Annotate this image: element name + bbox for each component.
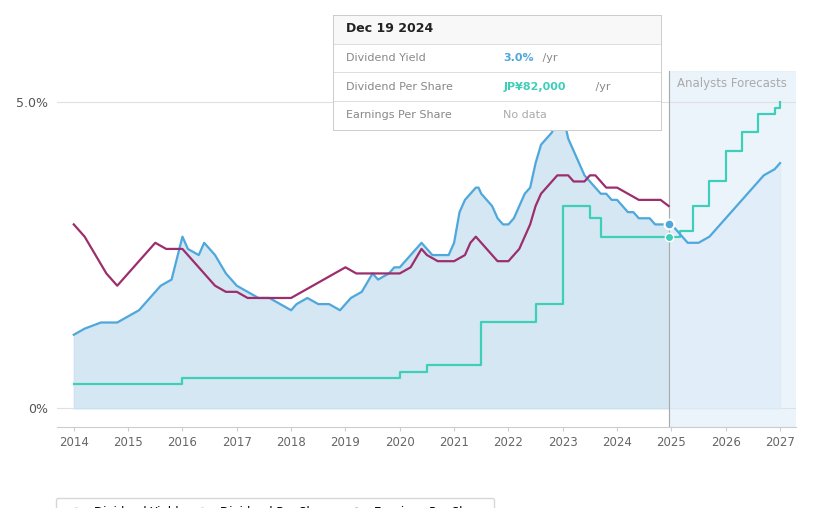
Text: 3.0%: 3.0% [503,53,534,63]
Text: /yr: /yr [539,53,558,63]
Text: Earnings Per Share: Earnings Per Share [346,110,452,120]
Text: Dec 19 2024: Dec 19 2024 [346,22,433,36]
Text: No data: No data [503,110,547,120]
Text: Dividend Per Share: Dividend Per Share [346,82,452,91]
Text: Past: Past [636,77,661,89]
Text: /yr: /yr [592,82,611,91]
Text: JP¥82,000: JP¥82,000 [503,82,566,91]
Legend: Dividend Yield, Dividend Per Share, Earnings Per Share: Dividend Yield, Dividend Per Share, Earn… [56,498,494,508]
Text: Analysts Forecasts: Analysts Forecasts [677,77,787,89]
Text: Dividend Yield: Dividend Yield [346,53,425,63]
Bar [333,15,661,44]
Bar [668,71,796,427]
